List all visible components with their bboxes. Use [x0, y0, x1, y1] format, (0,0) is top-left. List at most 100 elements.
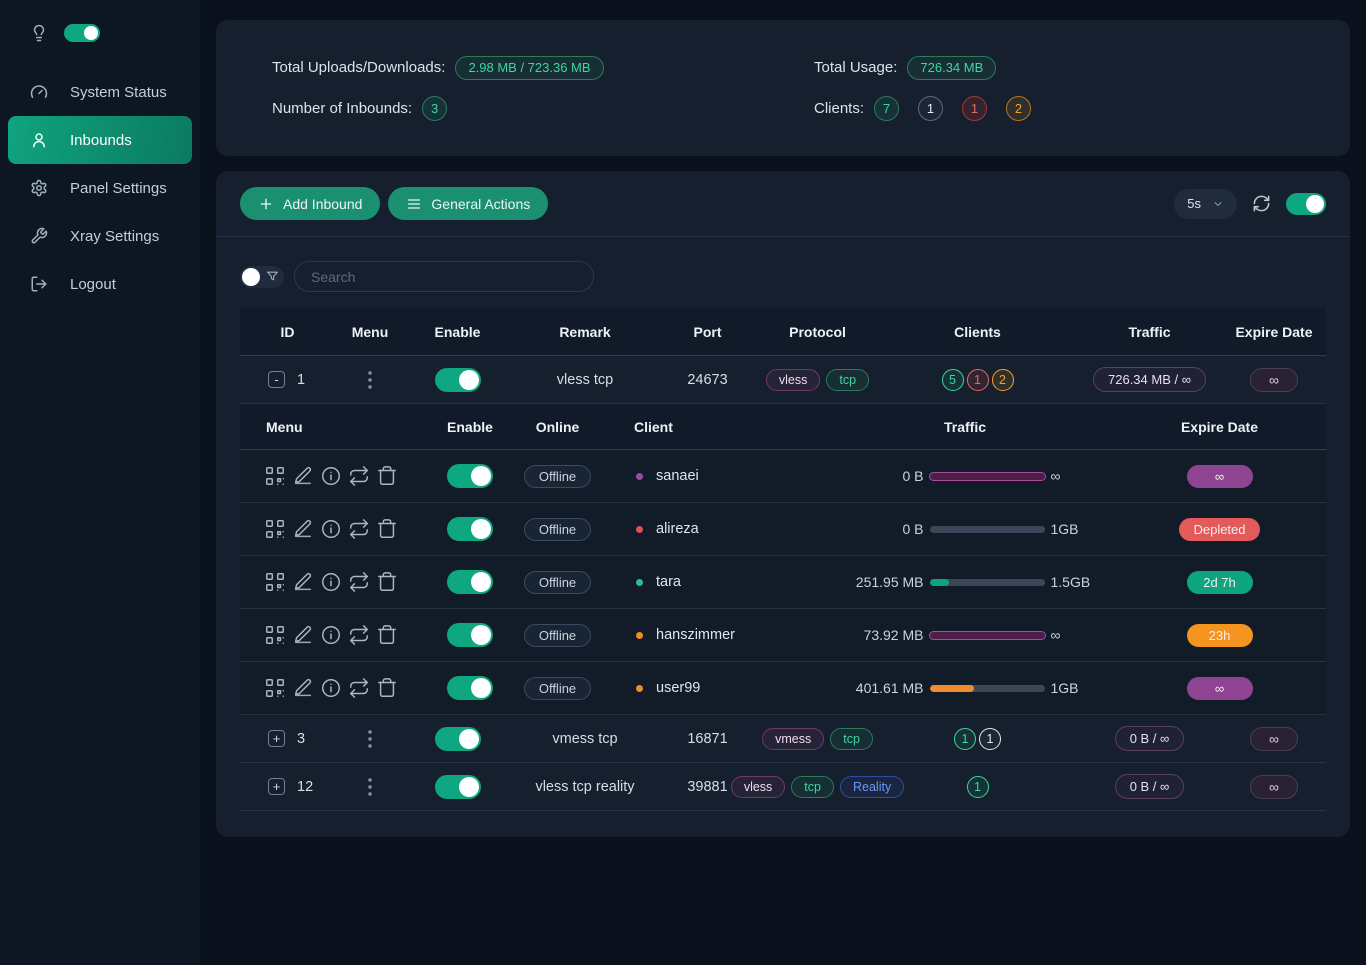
delete-client-button[interactable]: [376, 465, 398, 487]
traffic-used: 0 B: [902, 468, 924, 484]
delete-client-button[interactable]: [376, 518, 398, 540]
pencil-icon: [294, 678, 312, 697]
expand-toggle[interactable]: +: [268, 730, 285, 747]
sidebar-item-panel-settings[interactable]: Panel Settings: [0, 164, 200, 212]
clients-count-badge: 1: [918, 95, 944, 121]
inbound-id: 1: [297, 371, 306, 388]
row-menu-button[interactable]: [364, 726, 376, 752]
refresh-interval-value: 5s: [1187, 196, 1201, 211]
pencil-icon: [294, 519, 312, 538]
qr-code-button[interactable]: [264, 571, 286, 593]
protocol-badge: vmess: [762, 727, 825, 750]
inbound-enable-toggle[interactable]: [434, 367, 481, 392]
client-info-button[interactable]: [320, 624, 342, 646]
client-expire-badge: 2d 7h: [1186, 570, 1253, 594]
stat-clients: Clients: 7 1 1 2: [814, 95, 1294, 121]
toolbar: Add Inbound General Actions 5s: [216, 171, 1350, 237]
sidebar-item-xray-settings[interactable]: Xray Settings: [0, 212, 200, 260]
client-subtable: Menu Enable Online Client Traffic Expire…: [240, 404, 1326, 715]
client-enable-toggle[interactable]: [447, 676, 493, 700]
edit-client-button[interactable]: [292, 465, 314, 487]
row-menu-button[interactable]: [364, 367, 376, 393]
qr-code-button[interactable]: [264, 518, 286, 540]
traffic-limit: 1.5GB: [1050, 574, 1091, 590]
inbound-row-12[interactable]: + 12 vless tcp reality 39881 vless tcp R…: [240, 763, 1326, 811]
sidebar-item-label: Inbounds: [70, 131, 132, 149]
repeat-icon: [350, 572, 368, 592]
expand-toggle[interactable]: +: [268, 778, 285, 795]
edit-client-button[interactable]: [292, 571, 314, 593]
search-input[interactable]: [294, 261, 594, 292]
client-enable-toggle[interactable]: [447, 464, 493, 488]
client-info-button[interactable]: [320, 518, 342, 540]
pencil-icon: [294, 625, 312, 644]
refresh-button[interactable]: [1252, 194, 1271, 213]
delete-client-button[interactable]: [376, 677, 398, 699]
theme-toggle-knob: [84, 26, 98, 40]
delete-client-button[interactable]: [376, 571, 398, 593]
auto-refresh-toggle[interactable]: [1286, 192, 1326, 215]
reset-traffic-button[interactable]: [348, 465, 370, 487]
repeat-icon: [350, 678, 368, 698]
row-menu-button[interactable]: [364, 774, 376, 800]
sidebar-item-label: System Status: [70, 83, 167, 101]
client-count-badge: 5: [941, 368, 964, 391]
reset-traffic-button[interactable]: [348, 571, 370, 593]
pencil-icon: [294, 572, 312, 591]
sidebar-item-inbounds[interactable]: Inbounds: [8, 116, 192, 164]
toggle-knob: [471, 572, 491, 592]
online-status-badge: Offline: [523, 676, 592, 700]
theme-toggle[interactable]: [64, 24, 100, 42]
protocol-badge: vless: [765, 368, 821, 391]
client-row-user99: Offline user99 401.61 MB 1GB ∞: [240, 662, 1326, 715]
collapse-toggle[interactable]: -: [268, 371, 285, 388]
sidebar-item-logout[interactable]: Logout: [0, 260, 200, 308]
client-count-badge: 1: [954, 727, 976, 750]
reset-traffic-button[interactable]: [348, 624, 370, 646]
refresh-interval-select[interactable]: 5s: [1174, 188, 1237, 219]
general-actions-button[interactable]: General Actions: [388, 187, 549, 220]
inbound-row-3[interactable]: + 3 vmess tcp 16871 vmess tcp 1 1 0 B / …: [240, 715, 1326, 763]
edit-client-button[interactable]: [292, 677, 314, 699]
col-header-remark: Remark: [559, 323, 611, 340]
sidebar-nav: System Status Inbounds Panel Settings Xr…: [0, 68, 200, 308]
filter-toggle[interactable]: [240, 265, 284, 288]
sidebar-item-system-status[interactable]: System Status: [0, 68, 200, 116]
plus-icon: [258, 196, 274, 212]
inbound-row-1[interactable]: - 1 vless tcp 24673 vless tcp 5 1 2 726.…: [240, 356, 1326, 404]
qr-code-button[interactable]: [264, 677, 286, 699]
client-info-button[interactable]: [320, 571, 342, 593]
client-enable-toggle[interactable]: [447, 570, 493, 594]
info-icon: [322, 626, 340, 644]
client-info-button[interactable]: [320, 677, 342, 699]
client-enable-toggle[interactable]: [447, 623, 493, 647]
traffic-bar: [929, 684, 1045, 692]
qr-code-button[interactable]: [264, 465, 286, 487]
reset-traffic-button[interactable]: [348, 518, 370, 540]
inbound-enable-toggle[interactable]: [434, 774, 481, 799]
logout-icon: [30, 275, 48, 293]
client-table-header: Menu Enable Online Client Traffic Expire…: [240, 404, 1326, 450]
filter-toggle-knob: [242, 267, 260, 286]
edit-client-button[interactable]: [292, 624, 314, 646]
stat-total-usage: Total Usage: 726.34 MB: [814, 55, 1294, 80]
delete-client-button[interactable]: [376, 624, 398, 646]
qr-code-button[interactable]: [264, 624, 286, 646]
online-status-badge: Offline: [523, 517, 592, 541]
client-info-button[interactable]: [320, 465, 342, 487]
protocol-badge: tcp: [826, 368, 870, 391]
client-row-hanszimmer: Offline hanszimmer 73.92 MB ∞ 23h: [240, 609, 1326, 662]
edit-client-button[interactable]: [292, 518, 314, 540]
client-expire-badge: ∞: [1186, 464, 1253, 488]
client-traffic: 401.61 MB 1GB: [815, 680, 1115, 696]
reset-traffic-button[interactable]: [348, 677, 370, 699]
col-header-client: Client: [634, 418, 673, 435]
toggle-knob: [458, 728, 479, 749]
traffic-limit: ∞: [1050, 627, 1061, 643]
add-inbound-button[interactable]: Add Inbound: [240, 187, 381, 220]
sidebar: System Status Inbounds Panel Settings Xr…: [0, 0, 200, 965]
info-icon: [322, 679, 340, 697]
inbound-enable-toggle[interactable]: [434, 726, 481, 751]
client-enable-toggle[interactable]: [447, 517, 493, 541]
client-name: hanszimmer: [656, 627, 735, 643]
